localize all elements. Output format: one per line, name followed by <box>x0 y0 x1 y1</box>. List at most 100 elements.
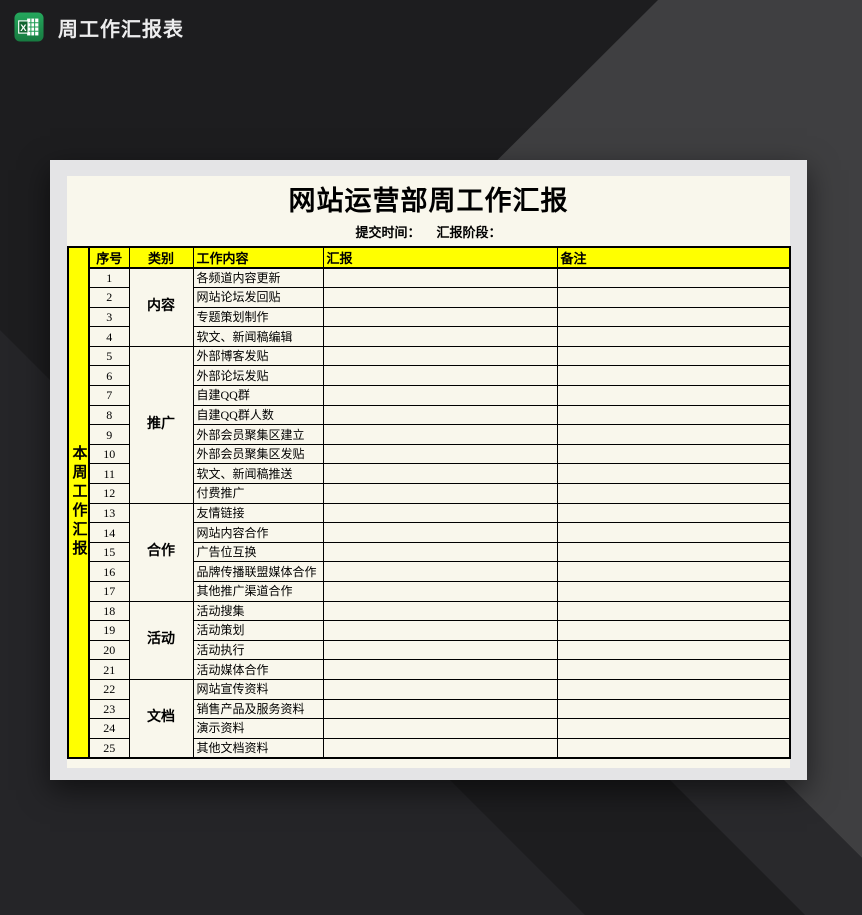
row-number: 25 <box>88 737 130 759</box>
remark-cell <box>556 287 791 308</box>
remark-cell <box>556 600 791 622</box>
document-title: 网站运营部周工作汇报 <box>288 186 569 216</box>
report-cell <box>322 639 558 661</box>
row-number: 2 <box>88 287 130 308</box>
report-cell <box>322 522 558 543</box>
side-label-cell: 本周工作汇报 <box>67 246 90 759</box>
report-cell <box>322 698 558 720</box>
row-number: 13 <box>88 502 130 524</box>
report-cell <box>322 737 558 759</box>
task-cell: 网站论坛发回贴 <box>192 287 324 308</box>
report-cell <box>322 502 558 524</box>
report-cell <box>322 443 558 465</box>
column-header-no: 序号 <box>88 246 130 269</box>
report-cell <box>322 659 558 680</box>
remark-cell <box>556 698 791 720</box>
svg-text:X: X <box>20 23 27 33</box>
report-cell <box>322 561 558 582</box>
row-number: 11 <box>88 463 130 485</box>
task-cell: 外部博客发贴 <box>192 345 324 367</box>
remark-cell <box>556 639 791 661</box>
window-title: 周工作汇报表 <box>58 18 184 41</box>
task-cell: 销售产品及服务资料 <box>192 698 324 720</box>
row-number: 12 <box>88 483 130 504</box>
excel-icon: X <box>14 12 44 42</box>
task-cell: 外部会员聚集区建立 <box>192 424 324 445</box>
report-cell <box>322 600 558 622</box>
row-number: 18 <box>88 600 130 622</box>
report-cell <box>322 345 558 367</box>
task-cell: 软文、新闻稿编辑 <box>192 326 324 347</box>
paper: 网站运营部周工作汇报 提交时间： 汇报阶段： 本周工作汇报 序号 类别 工作内容… <box>67 176 791 768</box>
row-number: 3 <box>88 306 130 328</box>
task-cell: 付费推广 <box>192 483 324 504</box>
report-table-body: 本周工作汇报 序号 类别 工作内容 汇报 备注 1 内容 各频道内容更新 2 网站论坛发… <box>67 246 791 759</box>
row-number: 22 <box>88 678 130 700</box>
row-number: 5 <box>88 345 130 367</box>
table-row: 1 内容 各频道内容更新 <box>68 267 791 347</box>
column-header-task: 工作内容 <box>192 246 324 269</box>
row-number: 24 <box>88 718 130 739</box>
task-cell: 演示资料 <box>192 718 324 739</box>
table-row: 13 合作 友情链接 <box>68 502 791 602</box>
row-number: 15 <box>88 541 130 563</box>
row-number: 17 <box>88 581 130 602</box>
task-cell: 友情链接 <box>192 502 324 524</box>
remark-cell <box>556 463 791 485</box>
report-cell <box>322 678 558 700</box>
row-number: 9 <box>88 424 130 445</box>
remark-cell <box>556 365 791 387</box>
table-row: 5 推广 外部博客发贴 <box>68 345 791 504</box>
category-cell: 活动 <box>128 600 194 680</box>
report-cell <box>322 404 558 426</box>
remark-cell <box>556 718 791 739</box>
report-cell <box>322 463 558 485</box>
report-cell <box>322 483 558 504</box>
remark-cell <box>556 502 791 524</box>
document-subtitle: 提交时间： 汇报阶段： <box>67 221 790 241</box>
report-cell <box>322 620 558 641</box>
row-number: 20 <box>88 639 130 661</box>
remark-cell <box>556 522 791 543</box>
row-number: 8 <box>88 404 130 426</box>
remark-cell <box>556 483 791 504</box>
remark-cell <box>556 561 791 582</box>
report-cell <box>322 718 558 739</box>
task-cell: 网站宣传资料 <box>192 678 324 700</box>
report-cell <box>322 541 558 563</box>
task-cell: 其他推广渠道合作 <box>192 581 324 602</box>
remark-cell <box>556 326 791 347</box>
column-header-category: 类别 <box>128 246 194 269</box>
remark-cell <box>556 306 791 328</box>
category-cell: 推广 <box>128 345 194 504</box>
report-cell <box>322 306 558 328</box>
row-number: 4 <box>88 326 130 347</box>
task-cell: 活动策划 <box>192 620 324 641</box>
row-number: 6 <box>88 365 130 387</box>
category-cell: 内容 <box>128 267 194 347</box>
remark-cell <box>556 424 791 445</box>
window-titlebar: X 周工作汇报表 <box>14 12 184 42</box>
task-cell: 自建QQ群 <box>192 385 324 406</box>
submit-time-label: 提交时间： <box>355 224 421 240</box>
task-cell: 活动执行 <box>192 639 324 661</box>
row-number: 14 <box>88 522 130 543</box>
remark-cell <box>556 620 791 641</box>
task-cell: 品牌传播联盟媒体合作 <box>192 561 324 582</box>
task-cell: 网站内容合作 <box>192 522 324 543</box>
report-cell <box>322 424 558 445</box>
task-cell: 其他文档资料 <box>192 737 324 759</box>
task-cell: 专题策划制作 <box>192 306 324 328</box>
category-cell: 文档 <box>128 678 194 759</box>
row-number: 10 <box>88 443 130 465</box>
report-cell <box>322 267 558 289</box>
task-cell: 活动媒体合作 <box>192 659 324 680</box>
task-cell: 软文、新闻稿推送 <box>192 463 324 485</box>
row-number: 19 <box>88 620 130 641</box>
table-header-row: 本周工作汇报 序号 类别 工作内容 汇报 备注 <box>67 246 791 759</box>
report-cell <box>322 385 558 406</box>
remark-cell <box>556 267 791 289</box>
category-cell: 合作 <box>128 502 194 602</box>
row-number: 7 <box>88 385 130 406</box>
